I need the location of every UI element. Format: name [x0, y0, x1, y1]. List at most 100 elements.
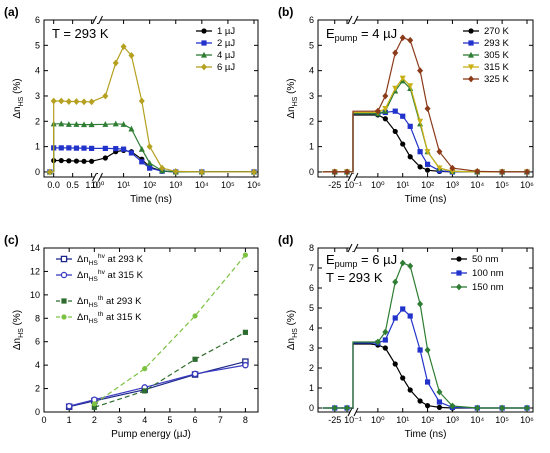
legend-label-part: 1 µJ: [217, 26, 235, 37]
y-axis-label-part: Δn: [286, 338, 297, 350]
legend-label: ΔnHShv at 315 K: [77, 269, 144, 283]
data-point: [407, 262, 414, 270]
axis-break-mark: [347, 407, 353, 417]
data-point: [392, 108, 398, 114]
data-point: [113, 146, 119, 152]
legend-label: ΔnHShv at 293 K: [77, 253, 144, 267]
data-point: [424, 149, 431, 155]
x-tick-label: 10¹: [396, 180, 409, 190]
x-tick-label: 10³: [446, 415, 459, 425]
legend-label-part: Δn: [77, 270, 89, 281]
data-point: [91, 404, 97, 410]
y-tick-label: 1: [309, 383, 314, 393]
legend-label-part: Δn: [77, 296, 89, 307]
x-tick-label: 10⁵: [495, 415, 509, 425]
data-point: [407, 36, 414, 44]
legend: ΔnHShv at 293 K ΔnHShv at 315 K ΔnHSth at …: [56, 253, 144, 325]
y-tick-label: 4: [309, 66, 314, 76]
plot-frame: [43, 19, 259, 178]
data-point: [172, 168, 179, 175]
legend-marker: [60, 271, 68, 279]
x-tick-label: 10²: [421, 415, 434, 425]
y-tick-label: 0: [309, 167, 314, 177]
legend-label-part: 325 K: [484, 74, 509, 85]
axis-break-gap: [350, 17, 356, 23]
data-point: [417, 67, 424, 75]
y-tick-label: 3: [309, 91, 314, 101]
data-point: [417, 164, 423, 170]
x-tick-label: 10⁶: [520, 415, 534, 425]
y-tick-label: 2: [35, 384, 40, 394]
legend-label: 6 µJ: [217, 62, 235, 73]
data-point: [139, 159, 145, 165]
data-point: [102, 145, 108, 151]
y-tick-label: 1: [35, 142, 40, 152]
data-point: [88, 98, 95, 106]
x-tick-label: 8: [243, 415, 248, 425]
y-axis-label: ΔnHS (%): [286, 310, 299, 350]
data-point: [374, 107, 381, 115]
data-point: [417, 300, 424, 308]
y-tick-label: 10: [30, 290, 40, 300]
legend-label-part: 293 K: [484, 38, 509, 49]
x-tick-label: 7: [218, 415, 223, 425]
data-point: [65, 98, 72, 105]
series-3: [91, 252, 249, 407]
panel-annotation-1-part: E: [326, 252, 335, 267]
data-point: [58, 157, 64, 164]
data-point: [400, 113, 406, 119]
data-point: [382, 328, 389, 336]
y-tick-label: 4: [309, 323, 314, 333]
panel-annotation-script: pump: [335, 33, 358, 43]
legend-marker: [201, 51, 207, 58]
legend-label-part: 6 µJ: [217, 62, 235, 73]
data-point: [242, 361, 249, 369]
y-tick-label: 6: [309, 283, 314, 293]
data-point: [399, 34, 406, 42]
legend-label-part: at 293 K: [105, 254, 144, 265]
y-tick-label: 3: [35, 91, 40, 101]
x-tick-label: 10³: [169, 180, 182, 190]
data-point: [407, 313, 413, 319]
data-point: [146, 159, 153, 166]
data-point: [382, 106, 389, 112]
axis-break-gap: [350, 174, 356, 180]
data-point: [392, 278, 399, 286]
data-point: [424, 167, 431, 173]
data-point: [73, 145, 80, 151]
legend-marker: [60, 255, 68, 263]
data-point: [331, 404, 338, 412]
y-tick-label: 4: [35, 66, 40, 76]
x-tick-label: 0: [41, 415, 46, 425]
data-point: [73, 158, 80, 164]
legend-label-part: Δn: [77, 312, 89, 323]
data-point: [407, 83, 414, 90]
x-axis-label: Time (ns): [130, 194, 172, 205]
data-point: [142, 388, 148, 394]
y-tick-label: 3: [309, 343, 314, 353]
series-line: [322, 262, 527, 409]
x-tick-label: 10⁴: [195, 180, 209, 190]
legend-label-script: th: [98, 295, 104, 302]
legend-label-part: 270 K: [484, 26, 509, 37]
x-tick-label: 1.0: [85, 180, 98, 190]
legend-item: ΔnHSth at 315 K: [56, 311, 142, 325]
data-point: [102, 92, 109, 100]
y-axis-label-part: (%): [286, 78, 297, 96]
legend-marker: [201, 40, 207, 46]
data-point: [344, 168, 350, 176]
axis-break-mark: [92, 15, 97, 25]
series-2: [91, 329, 249, 410]
data-point: [102, 121, 109, 127]
data-point: [159, 164, 166, 172]
data-point: [138, 97, 145, 105]
legend-label-part: at 315 K: [103, 312, 142, 323]
plot-frame: [43, 247, 259, 413]
legend-item: ΔnHShv at 293 K: [56, 253, 144, 267]
legend-item: 315 K: [463, 62, 509, 73]
data-point: [499, 404, 506, 412]
y-tick-label: 6: [309, 15, 314, 25]
series-3: [322, 75, 530, 176]
data-point: [382, 337, 388, 343]
